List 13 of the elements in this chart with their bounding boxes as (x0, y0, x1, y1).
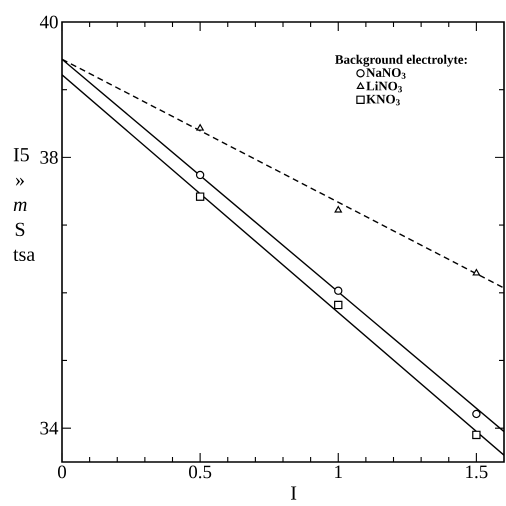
y-tick-label: 38 (40, 151, 58, 164)
legend-label: LiNO$_{3}$ (366, 81, 402, 92)
x-tick-label: 0.5 (189, 466, 212, 478)
y-tick-label: 34 (40, 422, 58, 435)
y-tick-label: 40 (40, 16, 58, 28)
y-axis-title: I5 » m S tsa (13, 148, 35, 262)
legend-label: NaNO$_{3}$ (366, 68, 406, 79)
x-axis-title: I (291, 486, 296, 500)
x-tick-label: 1.5 (466, 466, 488, 478)
legend-title: Background electrolyte: (335, 54, 467, 67)
legend-label: KNO$_{3}$ (366, 94, 400, 106)
x-tick-label: 1 (335, 466, 342, 478)
x-tick-label: 0 (58, 466, 66, 478)
